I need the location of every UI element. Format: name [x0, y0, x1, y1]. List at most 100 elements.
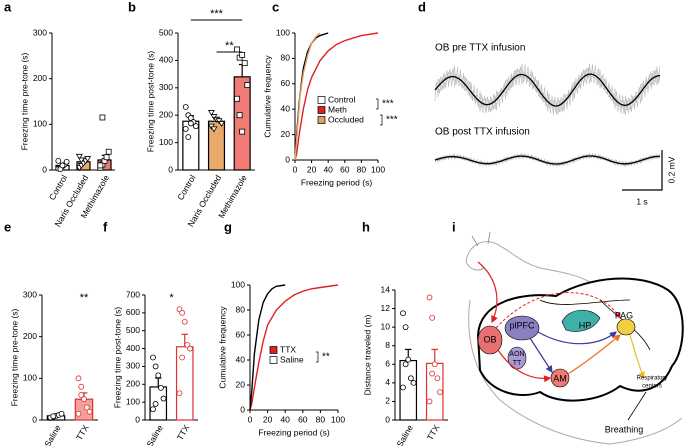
diagram-label: plPFC: [509, 320, 535, 330]
data-point: [244, 82, 251, 88]
data-point: [50, 413, 57, 420]
data-point: [193, 123, 199, 130]
legend-swatch: [269, 346, 278, 354]
x-tick-label: 100: [371, 164, 385, 174]
legend-label: Occluded: [328, 114, 364, 124]
legend-label: Meth: [328, 104, 347, 114]
data-point: [86, 408, 93, 415]
y-tick-label: 40: [236, 354, 246, 364]
x-tick-label: 0: [248, 414, 253, 424]
data-point: [407, 375, 414, 382]
x-tick-label: Control: [175, 173, 197, 202]
diagram-label: centers: [642, 384, 662, 390]
y-tick-label: 60: [236, 329, 246, 339]
y-axis-label: Cumulative frequency: [217, 306, 227, 389]
legend-label: Control: [328, 94, 356, 104]
panel-letter: e: [4, 219, 11, 234]
data-point: [181, 318, 188, 325]
diagram-label: TT: [513, 360, 522, 367]
significance-label: ***: [382, 99, 394, 110]
x-tick-label: TTX: [175, 423, 192, 442]
x-tick-label: 40: [280, 414, 290, 424]
trace-mean: [434, 155, 660, 165]
x-tick-label: 60: [340, 164, 350, 174]
diagram-label: PAG: [615, 310, 633, 320]
y-tick-label: 100: [231, 279, 245, 289]
x-axis-label: Freezing period (s): [301, 177, 373, 187]
arrow-ob-am: [497, 349, 552, 383]
data-point: [152, 363, 159, 370]
y-tick-label: 12: [381, 303, 391, 313]
data-point: [84, 156, 92, 163]
panel-letter: g: [224, 219, 232, 234]
arrow-ob-pag: [495, 292, 621, 329]
y-tick-label: 0: [240, 404, 245, 414]
data-point: [150, 406, 156, 413]
data-point: [160, 395, 167, 402]
diagram-label: AM: [553, 373, 567, 383]
data-point: [218, 121, 226, 128]
data-point: [429, 370, 436, 377]
data-point: [187, 345, 193, 352]
legend-label: TTX: [280, 344, 296, 354]
y-tick-label: 80: [281, 53, 291, 63]
significance-label: **: [322, 352, 330, 363]
data-point: [179, 309, 186, 316]
y-tick-label: 10: [381, 321, 391, 331]
diagram-label: OB: [483, 334, 496, 344]
y-tick-label: 0: [385, 414, 390, 424]
hp-region: [561, 309, 601, 332]
significance-label: **: [225, 40, 234, 52]
diagram-label: Breathing: [605, 424, 644, 434]
bar: [233, 76, 251, 171]
data-point: [83, 404, 90, 411]
pag-region: [616, 318, 636, 336]
brain-outline: [476, 277, 684, 402]
y-tick-label: 400: [126, 343, 140, 353]
x-tick-label: 60: [298, 414, 308, 424]
arrow-pfc-pag: [537, 331, 617, 345]
trace-noise: [434, 63, 661, 116]
panel-letter: a: [4, 0, 12, 14]
y-tick-label: 20: [281, 129, 291, 139]
x-tick-label: Saline: [144, 423, 165, 446]
legend-swatch: [317, 116, 326, 124]
y-tick-label: 600: [126, 307, 140, 317]
cdf-line: [249, 284, 286, 411]
x-tick-label: TTX: [425, 423, 442, 442]
data-point: [97, 162, 104, 169]
x-tick-label: 20: [263, 414, 273, 424]
y-tick-label: 0: [32, 414, 37, 424]
data-point: [103, 154, 110, 161]
data-point: [75, 153, 83, 160]
data-point: [75, 375, 82, 382]
y-tick-label: 500: [126, 325, 140, 335]
diagram-label: Respiratory: [637, 376, 668, 382]
data-point: [410, 379, 417, 386]
data-point: [405, 356, 412, 363]
x-tick-label: Control: [47, 173, 69, 202]
data-point: [437, 389, 443, 396]
y-tick-label: 100: [126, 396, 140, 406]
data-point: [402, 324, 409, 331]
data-point: [187, 115, 194, 121]
significance-label: ***: [210, 8, 224, 20]
diagram-label: HP: [579, 320, 592, 330]
data-point: [81, 396, 87, 403]
y-tick-label: 40: [281, 103, 291, 113]
scale-bar-label: 0.2 mV: [666, 156, 676, 183]
y-axis-label: Cumulative frequency: [262, 55, 272, 138]
trace-noise: [434, 63, 661, 114]
y-axis-label: Freezing time pre-tone (s): [9, 308, 19, 406]
data-point: [234, 95, 240, 102]
legend-swatch: [269, 356, 278, 364]
plpfc-region: [504, 315, 540, 341]
rat-outline: [465, 241, 683, 445]
y-tick-label: 8: [385, 340, 390, 350]
x-tick-label: 0: [293, 164, 298, 174]
y-tick-label: 500: [159, 27, 173, 37]
cdf-line: [249, 284, 339, 411]
rat-nose: [465, 231, 491, 271]
y-tick-label: 300: [159, 82, 173, 92]
